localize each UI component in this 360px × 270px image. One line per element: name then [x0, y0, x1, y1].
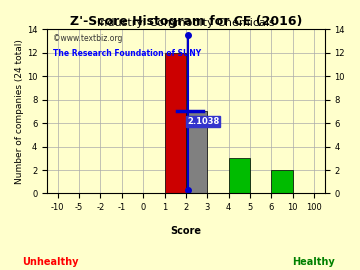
Title: Z'-Score Histogram for CE (2016): Z'-Score Histogram for CE (2016): [70, 15, 302, 28]
Text: Unhealthy: Unhealthy: [22, 256, 78, 266]
Text: ©www.textbiz.org: ©www.textbiz.org: [53, 34, 122, 43]
Y-axis label: Number of companies (24 total): Number of companies (24 total): [15, 39, 24, 184]
Bar: [271, 170, 293, 194]
Text: Industry: Commodity Chemicals: Industry: Commodity Chemicals: [97, 18, 275, 28]
Bar: [186, 111, 207, 194]
Bar: [165, 53, 186, 194]
Text: The Research Foundation of SUNY: The Research Foundation of SUNY: [53, 49, 201, 58]
Bar: [229, 158, 250, 194]
Text: 2.1038: 2.1038: [187, 117, 219, 126]
X-axis label: Score: Score: [170, 226, 201, 236]
Text: Healthy: Healthy: [292, 256, 334, 266]
